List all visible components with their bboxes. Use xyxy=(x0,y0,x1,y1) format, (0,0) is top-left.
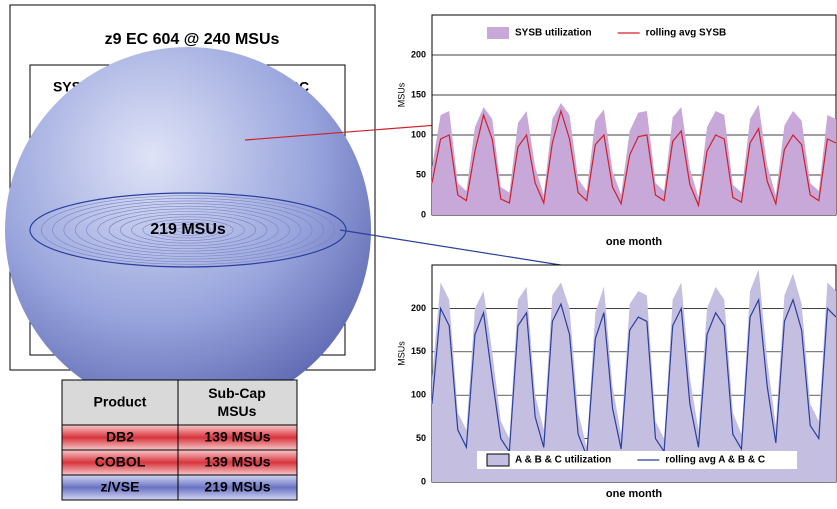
cell xyxy=(177,449,298,476)
ring xyxy=(52,197,324,263)
cell-text: 219 MSUs xyxy=(204,479,270,495)
y-tick-label: 0 xyxy=(421,209,426,219)
line xyxy=(431,297,837,457)
ring xyxy=(176,227,200,233)
table: Product Sub-Cap MSUs DB2 139 MSUs COBOL 139 MS… xyxy=(61,379,298,501)
area xyxy=(432,269,836,482)
legend-swatch xyxy=(486,453,510,467)
y-tick-label: 100 xyxy=(411,129,426,139)
cell-text: 139 MSUs xyxy=(204,429,270,445)
cell-text: DB2 xyxy=(106,429,134,445)
ring xyxy=(74,203,302,257)
legend-label: SYSB utilization xyxy=(515,28,592,39)
cell-text: COBOL xyxy=(95,454,146,470)
ring xyxy=(142,219,234,241)
y-axis-label: MSUs xyxy=(396,341,406,366)
sphere-label: 219 MSUs xyxy=(150,221,226,238)
area xyxy=(432,103,836,215)
zvse-ellipse xyxy=(29,192,347,268)
cell xyxy=(177,474,298,501)
cell-text: z/VSE xyxy=(101,479,140,495)
cell xyxy=(177,424,298,451)
ring xyxy=(108,211,268,249)
y-tick-label: 200 xyxy=(411,303,426,313)
y-axis-label: MSUs xyxy=(396,82,406,107)
ring xyxy=(153,221,223,239)
ring xyxy=(63,200,313,260)
legend-swatch xyxy=(487,27,509,39)
charts: 0 50 100 150 200 MSUs one month SYSB utilizatio… xyxy=(396,14,837,500)
y-tick-label: 50 xyxy=(416,433,426,443)
header-line: Sub-Cap xyxy=(208,385,266,401)
y-tick-label: 50 xyxy=(416,169,426,179)
y-tick-label: 200 xyxy=(411,49,426,59)
y-tick-label: 150 xyxy=(411,346,426,356)
header-text: Sub-Cap MSUs xyxy=(208,385,266,419)
header-cell xyxy=(61,379,298,426)
ring xyxy=(40,195,336,265)
legend-label: A & B & C utilization xyxy=(515,455,611,466)
line xyxy=(431,108,837,208)
x-axis-label: one month xyxy=(606,236,662,248)
y-tick-label: 0 xyxy=(421,476,426,486)
cell-text: 139 MSUs xyxy=(204,454,270,470)
y-tick-label: 100 xyxy=(411,390,426,400)
ring xyxy=(131,216,245,244)
ring xyxy=(119,213,257,247)
y-tick-label: 150 xyxy=(411,89,426,99)
header-line: MSUs xyxy=(218,403,257,419)
legend-box xyxy=(477,451,797,469)
legend-label: rolling avg SYSB xyxy=(646,28,727,39)
header-text: Product xyxy=(94,394,147,410)
machine-title: z9 EC 604 @ 240 MSUs xyxy=(105,31,280,48)
legend-label: rolling avg A & B & C xyxy=(665,455,765,466)
ring xyxy=(165,224,211,236)
sphere xyxy=(5,47,371,413)
ring xyxy=(97,208,279,252)
x-axis-label: one month xyxy=(606,488,662,500)
ring xyxy=(86,205,290,255)
cell xyxy=(61,474,179,501)
